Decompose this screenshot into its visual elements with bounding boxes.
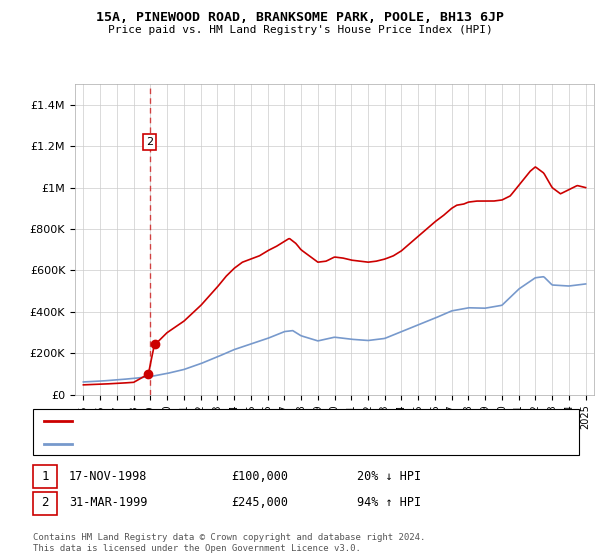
Text: 94% ↑ HPI: 94% ↑ HPI: [357, 496, 421, 510]
Text: 17-NOV-1998: 17-NOV-1998: [69, 469, 148, 483]
Text: 20% ↓ HPI: 20% ↓ HPI: [357, 469, 421, 483]
Text: £100,000: £100,000: [231, 469, 288, 483]
Text: 15A, PINEWOOD ROAD, BRANKSOME PARK, POOLE, BH13 6JP (detached house): 15A, PINEWOOD ROAD, BRANKSOME PARK, POOL…: [76, 416, 467, 425]
Text: Price paid vs. HM Land Registry's House Price Index (HPI): Price paid vs. HM Land Registry's House …: [107, 25, 493, 35]
Text: 1: 1: [41, 469, 49, 483]
Text: 2: 2: [41, 496, 49, 510]
Text: £245,000: £245,000: [231, 496, 288, 510]
Text: 15A, PINEWOOD ROAD, BRANKSOME PARK, POOLE, BH13 6JP: 15A, PINEWOOD ROAD, BRANKSOME PARK, POOL…: [96, 11, 504, 24]
Text: 31-MAR-1999: 31-MAR-1999: [69, 496, 148, 510]
Text: 2: 2: [146, 137, 153, 147]
Text: Contains HM Land Registry data © Crown copyright and database right 2024.
This d: Contains HM Land Registry data © Crown c…: [33, 533, 425, 553]
Text: HPI: Average price, detached house, Bournemouth Christchurch and Poole: HPI: Average price, detached house, Bour…: [76, 439, 479, 448]
